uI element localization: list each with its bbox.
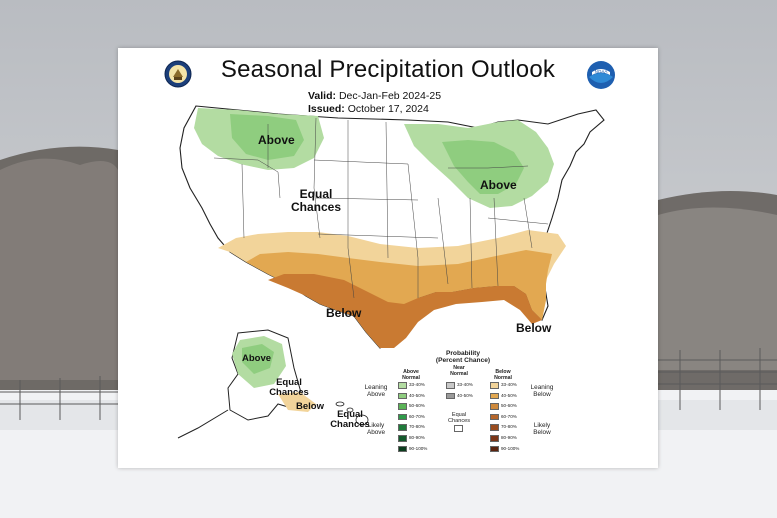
legend-label-below-2: 40-50% xyxy=(501,392,517,398)
legend-title-line2: (Percent Chance) xyxy=(435,357,491,364)
doc-seal-icon xyxy=(164,60,192,88)
legend-swatch-above-7 xyxy=(398,445,407,453)
legend-label-above-6: 80-90% xyxy=(409,435,425,440)
legend-likely-below-line2: Below xyxy=(533,429,551,436)
issued-line: Issued: October 17, 2024 xyxy=(308,103,429,115)
legend-title-line1: Probability xyxy=(445,350,481,357)
label-ak-equal-line1: Equal xyxy=(276,377,302,388)
legend-label-below-4: 60-70% xyxy=(501,413,517,419)
below-40-50-region xyxy=(246,250,552,348)
noaa-logo-icon: NOAA xyxy=(587,61,615,89)
page-title: Seasonal Precipitation Outlook xyxy=(220,56,556,83)
label-hi-equal-chances: Equal Chances xyxy=(330,410,370,430)
label-ak-equal-chances: Equal Chances xyxy=(268,378,310,398)
valid-value: Dec-Jan-Feb 2024-25 xyxy=(338,90,442,102)
legend-swatch-above-3 xyxy=(398,403,407,410)
issued-value: October 17, 2024 xyxy=(347,103,429,115)
legend-col-above-line2: Normal xyxy=(402,374,420,381)
legend-col-below-line2: Normal xyxy=(494,374,512,381)
legend-swatch-above-2 xyxy=(398,392,407,400)
legend-col-below: Below Normal xyxy=(488,369,518,381)
alaska-chain xyxy=(177,409,229,439)
legend-swatch-below-5 xyxy=(490,424,499,431)
legend-swatch-above-6 xyxy=(398,435,407,442)
legend-swatch-equal xyxy=(454,425,463,432)
issued-label: Issued: xyxy=(308,103,345,115)
legend-label-above-3: 50-60% xyxy=(409,403,425,409)
legend-equal-line2: Chances xyxy=(447,418,471,424)
outlook-card: Seasonal Precipitation Outlook Valid: De… xyxy=(118,48,658,468)
noaa-logo-text: NOAA xyxy=(595,69,608,74)
legend-label-near-1: 33-40% xyxy=(457,382,473,387)
legend-col-above: Above Normal xyxy=(396,369,426,381)
label-hi-equal-line2: Chances xyxy=(330,419,370,430)
legend-swatch-below-3 xyxy=(490,403,499,410)
legend-label-below-7: 90-100% xyxy=(501,445,520,451)
state-lines xyxy=(213,117,549,299)
label-below-fl: Below xyxy=(516,321,552,335)
legend-equal-chances: Equal Chances xyxy=(444,412,474,424)
label-above-gl: Above xyxy=(480,178,517,192)
legend-label-below-3: 50-60% xyxy=(501,403,517,409)
above-nw-40-50-region xyxy=(230,114,304,160)
alaska-above-40-region xyxy=(242,344,274,374)
legend-label-above-7: 90-100% xyxy=(409,445,428,451)
legend-swatch-below-6 xyxy=(490,435,499,442)
label-above-nw: Above xyxy=(258,133,295,147)
label-equal-chances-line1: Equal xyxy=(299,187,333,201)
legend-col-near: Near Normal xyxy=(444,365,474,377)
legend-label-below-6: 80-90% xyxy=(501,435,517,440)
legend-swatch-near-2 xyxy=(446,392,455,400)
legend-likely-below: Likely Below xyxy=(526,422,558,436)
legend-swatch-below-4 xyxy=(490,413,499,421)
label-ak-equal-line2: Chances xyxy=(269,387,309,398)
legend-likely-above-line2: Above xyxy=(366,429,386,436)
legend-swatch-above-1 xyxy=(398,382,407,389)
legend-label-below-1: 33-40% xyxy=(501,382,517,387)
label-ak-below: Below xyxy=(296,401,324,412)
valid-line: Valid: Dec-Jan-Feb 2024-25 xyxy=(308,90,441,102)
legend-label-above-5: 70-80% xyxy=(409,424,425,430)
legend-leaning-below: Leaning Below xyxy=(526,384,558,398)
legend-leaning-above-line1: Leaning xyxy=(364,384,388,391)
legend-label-above-4: 60-70% xyxy=(409,413,425,419)
label-below-south: Below xyxy=(326,306,362,320)
hawaii-islands xyxy=(335,401,369,426)
legend-likely-above-line1: Likely xyxy=(367,422,385,429)
legend-col-above-line1: Above xyxy=(403,369,419,375)
legend-swatch-below-2 xyxy=(490,392,499,400)
legend-swatch-above-4 xyxy=(398,413,407,421)
legend-col-below-line1: Below xyxy=(495,369,511,375)
legend-likely-above: Likely Above xyxy=(360,422,392,436)
precipitation-map xyxy=(177,105,605,439)
legend-swatch-below-7 xyxy=(490,445,499,453)
legend-leaning-above-line2: Above xyxy=(366,391,386,398)
legend-label-near-2: 40-50% xyxy=(457,392,473,398)
legend-title: Probability (Percent Chance) xyxy=(428,350,498,364)
below-50-60-region xyxy=(268,274,542,348)
legend-leaning-below-line2: Below xyxy=(533,391,551,398)
label-ak-above: Above xyxy=(242,353,272,364)
valid-label: Valid: xyxy=(308,90,337,102)
legend-label-above-2: 40-50% xyxy=(409,392,425,398)
label-hi-equal-line1: Equal xyxy=(337,409,363,420)
legend-leaning-above: Leaning Above xyxy=(360,384,392,398)
legend-leaning-below-line1: Leaning xyxy=(530,384,554,391)
probability-legend: Probability (Percent Chance) Above Norma… xyxy=(365,348,553,466)
legend-col-near-line1: Near xyxy=(453,365,465,371)
legend-label-above-1: 33-40% xyxy=(409,382,425,387)
legend-equal-line1: Equal xyxy=(451,412,467,418)
alaska-below-region xyxy=(278,392,316,412)
legend-col-near-line2: Normal xyxy=(450,370,468,377)
legend-swatch-near-1 xyxy=(446,382,455,389)
legend-swatch-below-1 xyxy=(490,382,499,389)
legend-label-below-5: 70-80% xyxy=(501,424,517,430)
legend-swatch-above-5 xyxy=(398,424,407,431)
label-equal-chances-line2: Chances xyxy=(290,200,342,214)
label-equal-chances: Equal Chances xyxy=(286,188,346,214)
above-gl-40-50-region xyxy=(442,140,524,194)
legend-likely-below-line1: Likely xyxy=(533,422,551,429)
